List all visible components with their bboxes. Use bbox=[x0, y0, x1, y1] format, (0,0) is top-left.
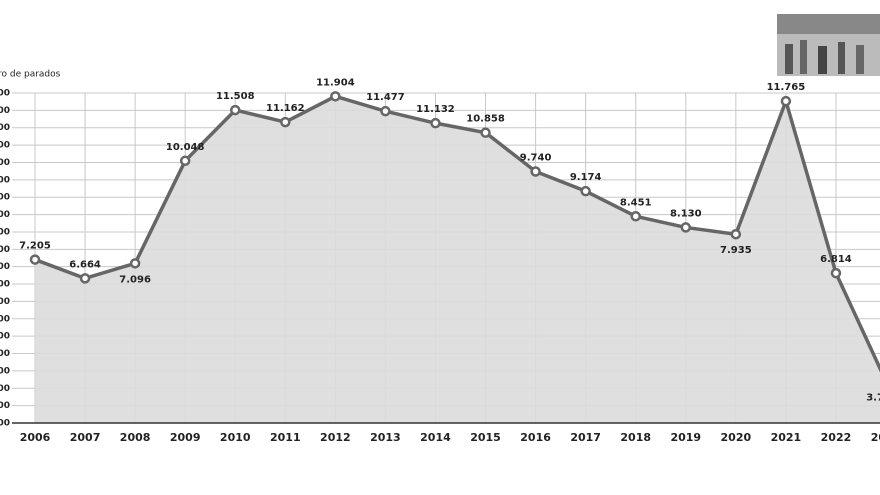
chart-title: ro de parados bbox=[0, 70, 61, 80]
point bbox=[380, 105, 391, 117]
value-label: 8.451 bbox=[620, 197, 652, 208]
value-label: 10.048 bbox=[166, 142, 205, 153]
y-tick-label: 11.500 bbox=[0, 106, 10, 116]
x-tick-label: 2019 bbox=[670, 431, 701, 444]
x-tick-label: 2014 bbox=[420, 431, 451, 444]
y-tick-label: 3.500 bbox=[0, 384, 10, 394]
point bbox=[530, 166, 541, 177]
point bbox=[480, 127, 491, 138]
value-label: 8.130 bbox=[670, 208, 702, 219]
area bbox=[35, 96, 880, 423]
value-label: 3.700 bbox=[866, 392, 880, 403]
y-tick-label: 11.000 bbox=[0, 123, 10, 133]
x-tick-label: 2021 bbox=[771, 431, 802, 444]
point bbox=[830, 267, 842, 279]
point bbox=[179, 155, 191, 167]
value-label: 11.765 bbox=[767, 82, 806, 93]
point bbox=[430, 117, 441, 129]
y-tick-label: 10.000 bbox=[0, 158, 10, 168]
value-label: 7.096 bbox=[119, 274, 151, 285]
point bbox=[79, 273, 91, 284]
y-tick-label: 12.000 bbox=[0, 89, 10, 99]
value-label: 10.858 bbox=[466, 114, 505, 125]
value-label: 11.904 bbox=[316, 77, 355, 88]
y-tick-label: 2.500 bbox=[0, 419, 10, 429]
x-tick-label: 2015 bbox=[470, 431, 501, 444]
value-label: 6.664 bbox=[69, 259, 101, 270]
x-tick-label: 2017 bbox=[570, 431, 601, 444]
y-tick-label: 7.000 bbox=[0, 262, 10, 272]
x-tick-label: 2009 bbox=[170, 431, 201, 444]
y-tick-label: 5.500 bbox=[0, 314, 10, 324]
y-tick-label: 9.000 bbox=[0, 193, 10, 203]
x-tick-label: 2022 bbox=[821, 431, 852, 444]
y-tick-label: 9.500 bbox=[0, 175, 10, 185]
y-tick-label: 4.500 bbox=[0, 349, 10, 359]
value-label: 11.508 bbox=[216, 91, 255, 102]
point bbox=[280, 116, 291, 128]
value-label: 6.814 bbox=[820, 254, 852, 265]
y-tick-label: 4.000 bbox=[0, 366, 10, 376]
x-tick-label: 2016 bbox=[520, 431, 551, 444]
point bbox=[780, 95, 792, 107]
point bbox=[730, 228, 742, 240]
x-tick-label: 2008 bbox=[120, 431, 151, 444]
point bbox=[580, 185, 591, 197]
y-tick-label: 8.500 bbox=[0, 210, 10, 220]
value-label: 9.740 bbox=[520, 153, 552, 164]
point bbox=[229, 104, 241, 116]
point bbox=[129, 258, 141, 269]
y-tick-label: 8.000 bbox=[0, 227, 10, 237]
photo bbox=[777, 14, 880, 76]
x-tick-label: 2020 bbox=[721, 431, 752, 444]
x-tick-label: 2011 bbox=[270, 431, 301, 444]
value-label: 7.935 bbox=[720, 245, 752, 256]
y-tick-label: 6.500 bbox=[0, 280, 10, 290]
x-tick-label: 2023 bbox=[871, 431, 880, 444]
value-label: 11.162 bbox=[266, 103, 305, 114]
point bbox=[29, 254, 41, 265]
value-label: 9.174 bbox=[570, 172, 602, 183]
x-tick-label: 2006 bbox=[20, 431, 51, 444]
x-tick-label: 2013 bbox=[370, 431, 401, 444]
value-label: 7.205 bbox=[19, 241, 51, 252]
x-tick-label: 2010 bbox=[220, 431, 251, 444]
point bbox=[680, 222, 692, 233]
x-tick-label: 2012 bbox=[320, 431, 351, 444]
y-tick-label: 3.000 bbox=[0, 401, 10, 411]
value-label: 11.477 bbox=[366, 92, 405, 103]
x-tick-label: 2007 bbox=[70, 431, 101, 444]
value-label: 11.132 bbox=[416, 104, 455, 115]
y-tick-label: 5.000 bbox=[0, 332, 10, 342]
point bbox=[630, 211, 641, 222]
y-tick-label: 10.500 bbox=[0, 141, 10, 151]
y-tick-label: 7.500 bbox=[0, 245, 10, 255]
point bbox=[330, 91, 341, 102]
line bbox=[34, 94, 880, 373]
y-tick-label: 6.000 bbox=[0, 297, 10, 307]
x-tick-label: 2018 bbox=[620, 431, 651, 444]
